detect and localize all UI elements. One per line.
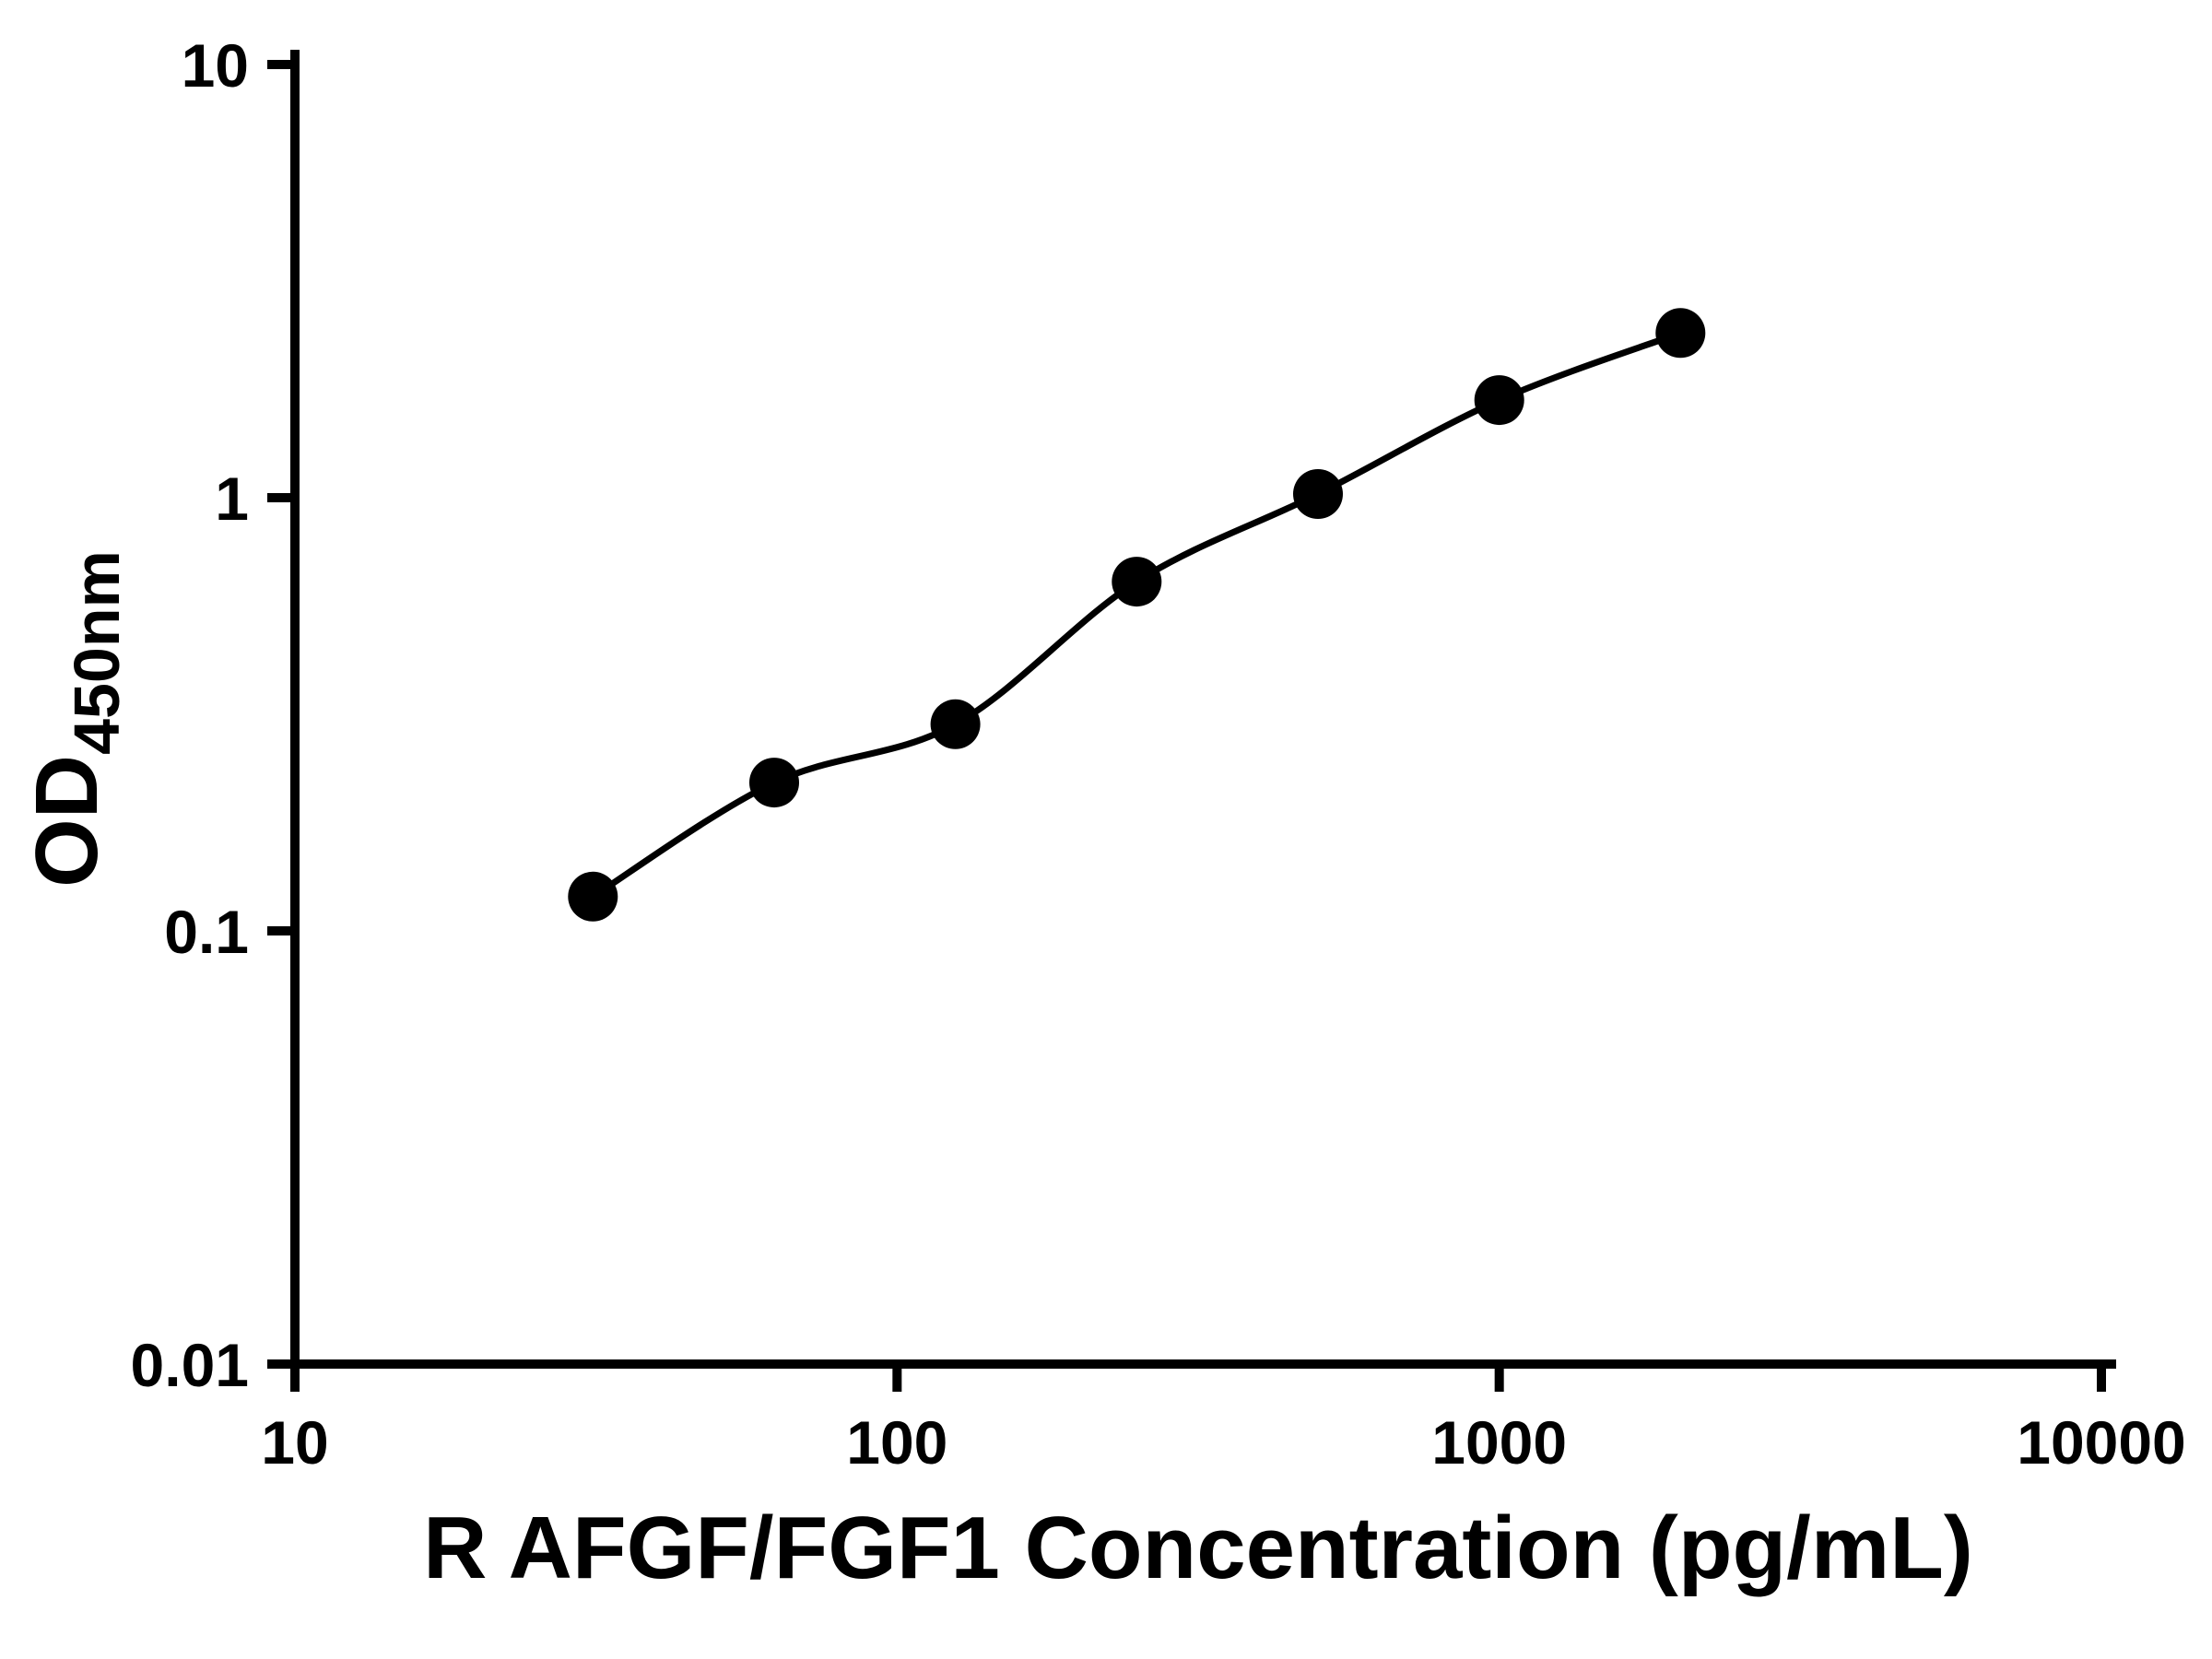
- y-tick-label: 0.1: [164, 898, 249, 966]
- x-tick-label: 10: [261, 1408, 328, 1477]
- fit-curve: [591, 330, 1682, 900]
- data-point-marker: [1293, 469, 1343, 519]
- y-tick-label: 1: [215, 465, 249, 533]
- data-point-marker: [568, 871, 618, 922]
- data-point-marker: [749, 758, 799, 808]
- y-axis-title-subscript: 450nm: [61, 550, 133, 755]
- data-point-marker: [1655, 308, 1706, 359]
- x-tick-label: 10000: [2017, 1408, 2186, 1477]
- y-tick-label: 10: [182, 31, 249, 100]
- data-point-marker: [1112, 557, 1162, 607]
- x-tick-label: 100: [846, 1408, 947, 1477]
- tick-marks: [267, 60, 2106, 1392]
- x-axis-title: R AFGF/FGF1 Concentration (pg/mL): [423, 1499, 1973, 1597]
- standard-curve-series: [568, 308, 1706, 922]
- x-tick-label: 1000: [1431, 1408, 1567, 1477]
- y-axis-title: OD450nm: [18, 550, 133, 888]
- data-point-marker: [930, 699, 981, 749]
- axes: [290, 50, 2116, 1369]
- y-tick-label: 0.01: [131, 1331, 249, 1399]
- y-axis-title-main: OD: [18, 755, 116, 888]
- data-point-marker: [1474, 375, 1524, 426]
- tick-labels: 10 100 1000 10000 0.01 0.1 1 10: [131, 31, 2186, 1477]
